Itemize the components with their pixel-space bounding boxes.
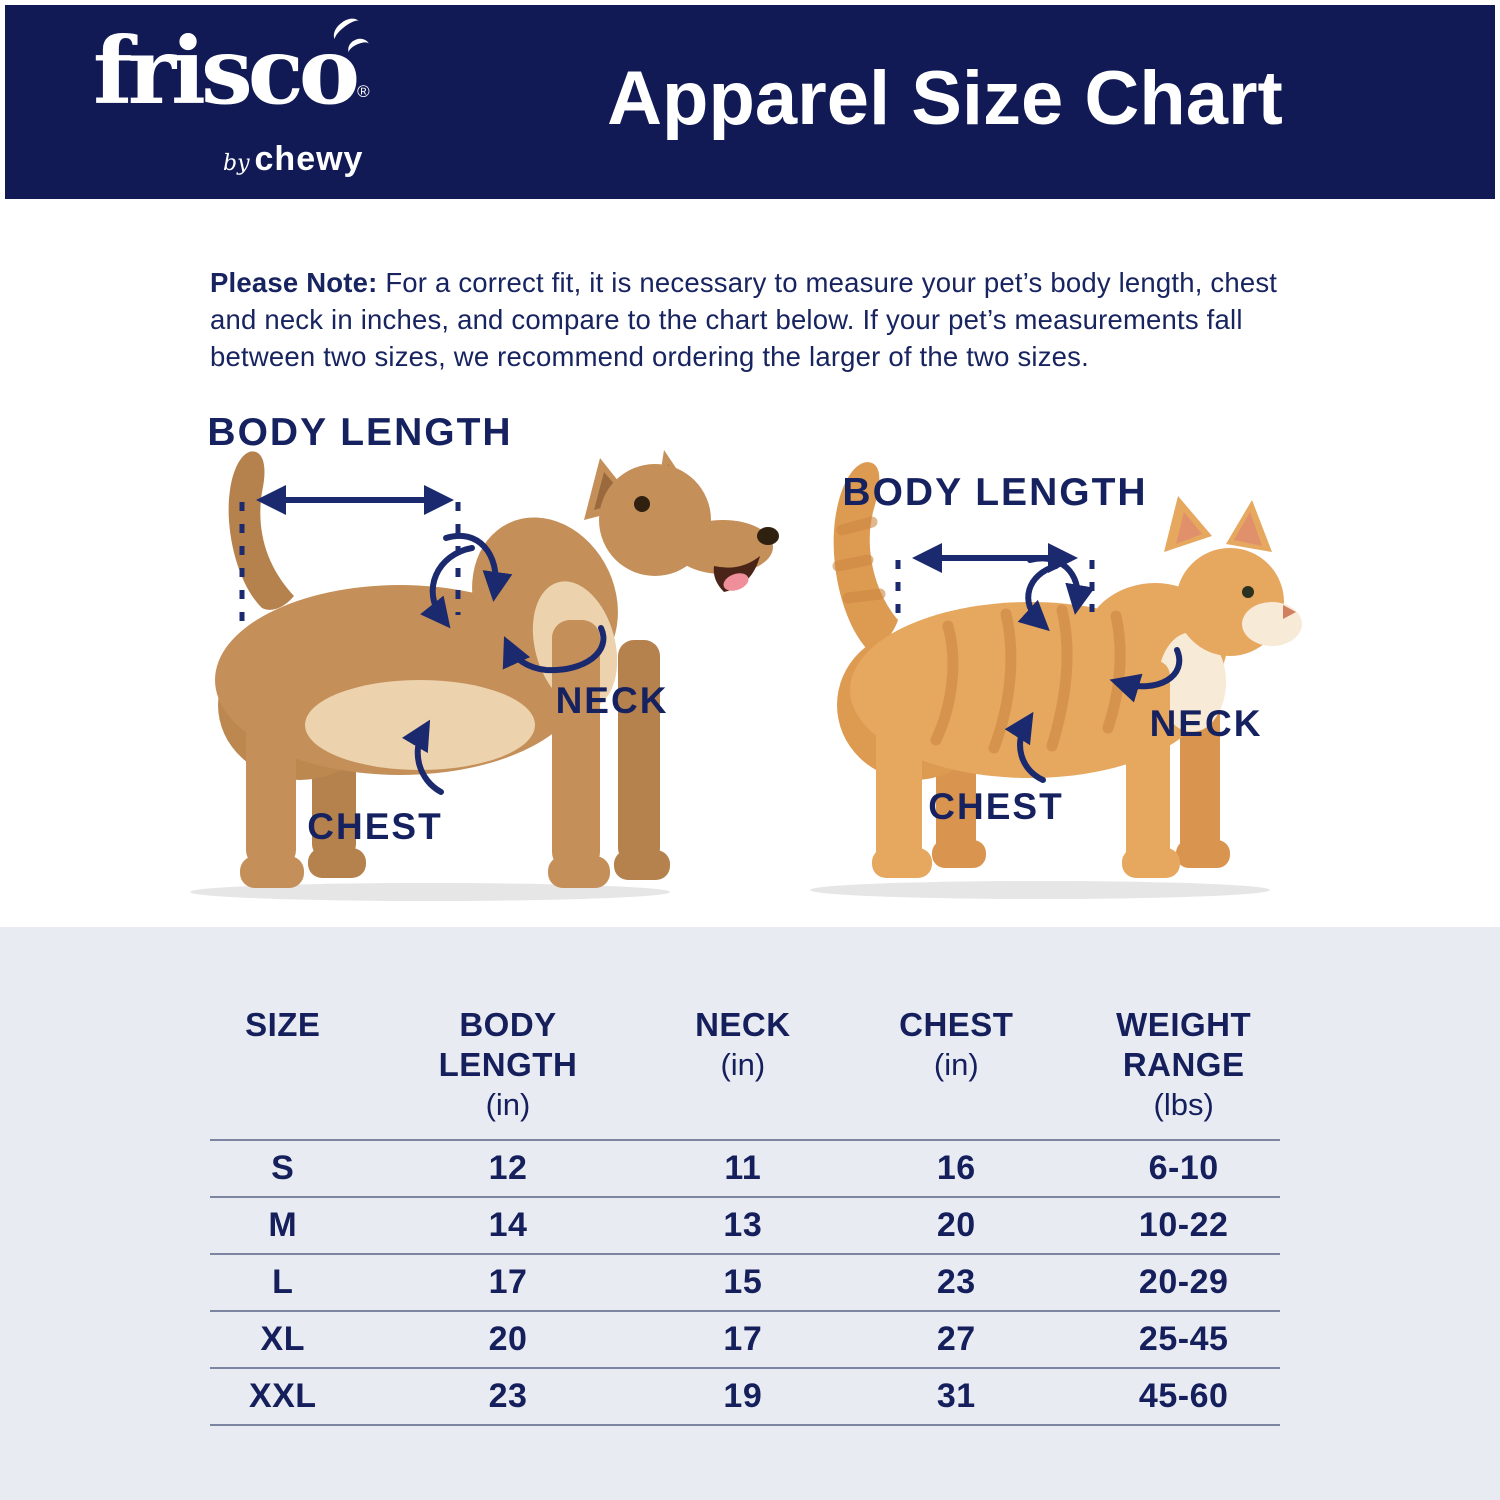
cell-neck: 11 — [724, 1149, 762, 1187]
cell-body-length: 14 — [488, 1206, 528, 1244]
table-row: XL 20 17 27 25-45 — [210, 1312, 1280, 1369]
fit-note: Please Note: For a correct fit, it is ne… — [210, 264, 1302, 375]
page-title: Apparel Size Chart — [607, 56, 1283, 141]
cat-eye — [1242, 586, 1254, 598]
cat-neck-label: NECK — [1150, 703, 1263, 744]
cell-weight: 45-60 — [1138, 1377, 1229, 1415]
by-chewy-wordmark: by chewy — [223, 140, 364, 178]
measurement-diagram: BODY LENGTH NECK CHEST — [190, 411, 1302, 901]
cell-chest: 23 — [936, 1263, 976, 1301]
dog-chest-arrow-icon — [401, 719, 444, 795]
frisco-wordmark: frisco ® — [93, 13, 373, 140]
cat-girth-arrow-icon — [1027, 555, 1095, 615]
cell-weight: 10-22 — [1138, 1206, 1229, 1244]
table-row: L 17 15 23 20-29 — [210, 1255, 1280, 1312]
registered-mark: ® — [357, 82, 370, 101]
cell-chest: 27 — [936, 1320, 976, 1358]
frisco-logo: frisco ® by chewy — [93, 13, 373, 179]
dog-chest-label: CHEST — [307, 806, 442, 847]
dog-annotations: BODY LENGTH NECK CHEST — [207, 411, 669, 847]
cat-nose — [1283, 605, 1296, 619]
cell-weight: 20-29 — [1138, 1263, 1229, 1301]
cell-neck: 17 — [723, 1320, 763, 1358]
table-header-row: SIZE BODY LENGTH (in) NECK (in) CHEST (i… — [210, 1005, 1280, 1141]
dog-eye — [634, 496, 650, 512]
cell-body-length: 23 — [488, 1377, 528, 1415]
cell-body-length: 20 — [488, 1320, 528, 1358]
size-table: SIZE BODY LENGTH (in) NECK (in) CHEST (i… — [210, 1005, 1280, 1426]
cell-size: M — [268, 1206, 298, 1244]
cell-chest: 31 — [936, 1377, 976, 1415]
header-cell-body-length: BODY LENGTH (in) — [438, 1006, 578, 1122]
cat-shadow — [810, 881, 1270, 899]
cell-size: S — [271, 1149, 295, 1187]
cat-chest-label: CHEST — [928, 786, 1063, 827]
header-cell-weight-range: WEIGHT RANGE (lbs) — [1116, 1006, 1252, 1122]
table-row: S 12 11 16 6-10 — [210, 1141, 1280, 1198]
dog-body-length-label: BODY LENGTH — [207, 411, 512, 454]
header-banner: frisco ® by chewy Apparel Size Chart — [5, 5, 1495, 199]
cell-neck: 19 — [723, 1377, 763, 1415]
cell-size: XXL — [248, 1377, 317, 1415]
dog-shadow — [190, 883, 670, 901]
dog-nose — [757, 527, 779, 545]
cell-neck: 15 — [723, 1263, 763, 1301]
cell-body-length: 12 — [488, 1149, 528, 1187]
cat-girth-arrow-icon — [1017, 563, 1059, 632]
table-row: XXL 23 19 31 45-60 — [210, 1369, 1280, 1426]
cat-chest-arrow-icon — [1004, 711, 1046, 783]
cell-chest: 16 — [936, 1149, 976, 1187]
cell-size: XL — [260, 1320, 305, 1358]
cat-neck-arrow-icon — [1109, 647, 1183, 703]
dog-girth-arrow-icon — [443, 532, 513, 602]
cat-annotations: BODY LENGTH NECK CHEST — [842, 471, 1263, 827]
cat-body-length-label: BODY LENGTH — [842, 471, 1147, 514]
header-cell-size: SIZE — [245, 1006, 321, 1043]
cell-neck: 13 — [723, 1206, 763, 1244]
fit-note-body: For a correct fit, it is necessary to me… — [210, 266, 1278, 372]
cat-illustration — [810, 462, 1302, 899]
header-cell-chest: CHEST (in) — [899, 1006, 1014, 1082]
dog-illustration — [190, 450, 779, 901]
fit-note-label: Please Note: — [210, 266, 378, 298]
dog-tail — [228, 451, 294, 610]
cell-chest: 20 — [936, 1206, 976, 1244]
dog-neck-arrow-icon — [502, 625, 607, 674]
cell-body-length: 17 — [488, 1263, 528, 1301]
dog-neck-label: NECK — [556, 680, 669, 721]
cell-size: L — [272, 1263, 294, 1301]
header-cell-neck: NECK (in) — [695, 1006, 791, 1082]
table-row: M 14 13 20 10-22 — [210, 1198, 1280, 1255]
cell-weight: 6-10 — [1148, 1149, 1219, 1187]
size-table-section: SIZE BODY LENGTH (in) NECK (in) CHEST (i… — [0, 927, 1500, 1500]
cat-stripes — [832, 516, 1126, 754]
cell-weight: 25-45 — [1138, 1320, 1229, 1358]
dog-girth-arrow-icon — [420, 545, 475, 629]
